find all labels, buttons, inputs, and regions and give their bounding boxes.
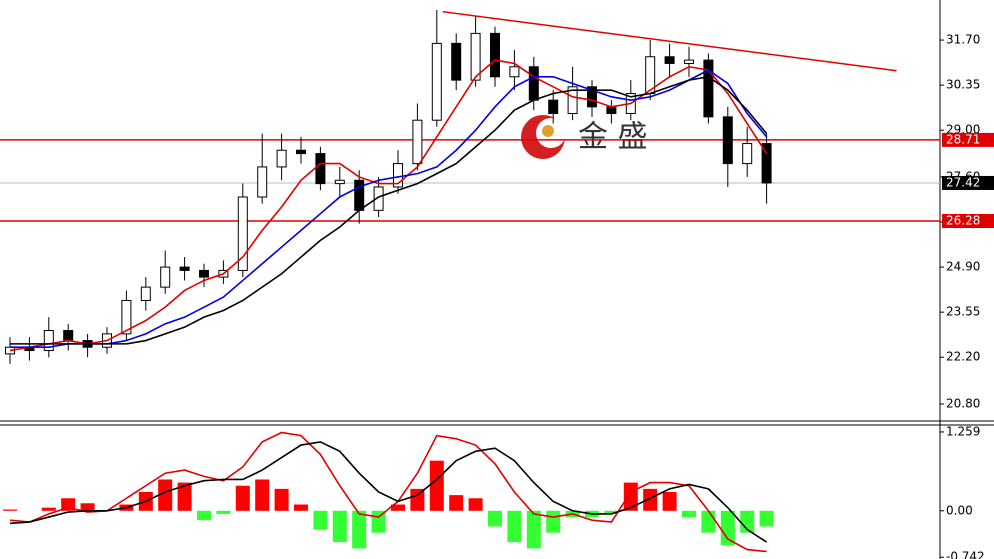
histogram-bar: [352, 510, 367, 549]
price-tag: [942, 214, 994, 229]
candle-body: [567, 86, 578, 115]
candle-body: [722, 116, 733, 165]
histogram-bar: [294, 504, 308, 511]
candle-body: [199, 269, 209, 278]
candle-body: [373, 186, 384, 211]
y-tick-label: 30.35: [946, 78, 980, 92]
histogram-bar: [41, 507, 56, 511]
y-tick-label: 31.70: [946, 33, 980, 47]
y-tick-label: 22.20: [946, 350, 980, 364]
candle-body: [412, 119, 423, 165]
histogram-bar: [274, 488, 289, 511]
candle-body: [587, 86, 597, 108]
histogram-bar: [701, 510, 716, 533]
candle-body: [315, 153, 326, 185]
histogram-bar: [235, 485, 250, 511]
y-tick-label: 20.80: [946, 396, 980, 410]
y-tick-label: 24.90: [946, 260, 980, 274]
logo-dot: [542, 125, 554, 137]
candle-body: [684, 59, 694, 64]
candle-body: [548, 99, 559, 115]
candle-body: [63, 330, 74, 342]
candle-body: [393, 163, 403, 188]
candle-body: [490, 32, 500, 78]
histogram-bar: [662, 492, 677, 511]
candle-body: [509, 66, 520, 78]
price-tag: [942, 132, 994, 147]
y-tick-label: 1.259: [946, 424, 980, 438]
histogram-bar: [255, 479, 270, 511]
candle-body: [354, 179, 365, 211]
moving-average: [10, 75, 768, 345]
candle-body: [121, 299, 132, 335]
histogram-bar: [177, 482, 192, 511]
histogram-bar: [740, 510, 755, 533]
price-tag: [942, 175, 994, 190]
y-tick-label: 23.55: [946, 305, 980, 319]
candle-body: [276, 149, 287, 168]
histogram-bar: [468, 498, 483, 511]
trend-line: [442, 10, 897, 72]
moving-average: [9, 59, 768, 352]
histogram-bar: [332, 510, 347, 543]
macd-line: [9, 431, 767, 553]
macd-line: [9, 441, 768, 543]
watermark: 金 盛: [578, 120, 648, 155]
candle-body: [742, 143, 753, 165]
histogram-bar: [3, 509, 17, 511]
histogram-bar: [546, 510, 561, 533]
price-tag-label: 26.28: [946, 214, 980, 228]
candle-body: [140, 286, 151, 301]
histogram-bar: [623, 482, 638, 511]
histogram-bar: [507, 510, 522, 543]
histogram-bar: [759, 510, 774, 527]
histogram-bar: [604, 510, 619, 514]
candle-body: [664, 56, 675, 64]
price-tag-label: 28.71: [946, 132, 980, 146]
candle-body: [451, 42, 462, 81]
histogram-bar: [643, 488, 658, 511]
moving-average: [10, 69, 768, 349]
candle-body: [237, 196, 248, 271]
histogram-bar: [313, 510, 328, 530]
candle-body: [296, 149, 306, 155]
candle-body: [431, 42, 442, 121]
histogram-bar: [526, 510, 541, 549]
candle-body: [334, 179, 345, 185]
candle-body: [703, 59, 714, 118]
candle-body: [160, 266, 171, 288]
histogram-bar: [488, 510, 502, 527]
candle-body: [606, 106, 617, 115]
histogram-bar: [449, 495, 464, 511]
candle-body: [470, 32, 481, 81]
histogram-bar: [720, 510, 735, 546]
candle-body: [43, 330, 54, 352]
histogram-bar: [391, 504, 405, 511]
price-tag-label: 27.42: [946, 175, 980, 189]
candle-body: [528, 66, 539, 101]
y-tick-label: 0.00: [946, 503, 973, 517]
histogram-bar: [410, 488, 425, 511]
histogram-bar: [197, 510, 211, 521]
histogram-bar: [80, 503, 95, 511]
histogram-bar: [216, 510, 231, 514]
histogram-bar: [682, 510, 696, 518]
candle-body: [257, 166, 268, 198]
candle-body: [179, 266, 190, 271]
histogram-bar: [429, 460, 444, 511]
histogram-bar: [158, 479, 173, 511]
y-tick-label: -0.742: [946, 550, 985, 559]
candle-body: [761, 143, 772, 184]
